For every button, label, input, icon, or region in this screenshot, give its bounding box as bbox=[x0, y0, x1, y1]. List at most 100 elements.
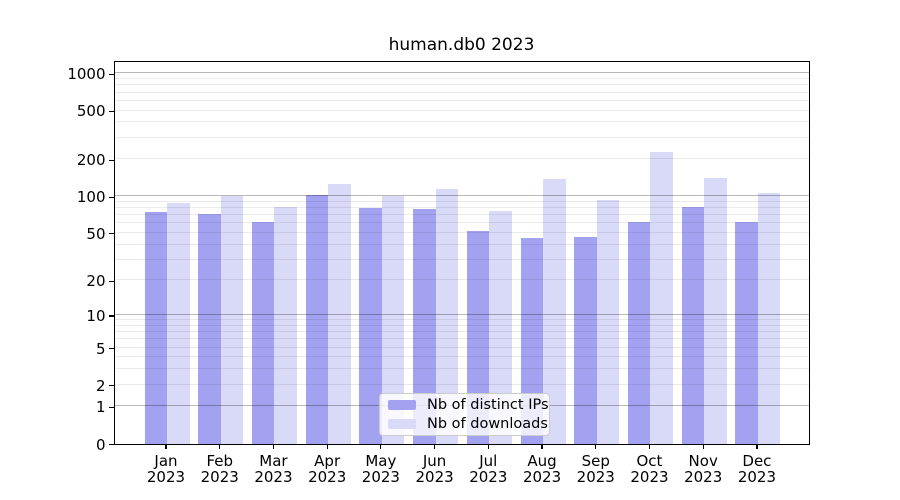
x-axis-tick bbox=[272, 444, 275, 449]
bar-apr-distinct-ips bbox=[305, 194, 329, 444]
minor-gridline bbox=[114, 368, 809, 370]
x-tick-label-month: Nov bbox=[688, 451, 718, 470]
y-axis-tick bbox=[109, 280, 114, 282]
x-tick-label-month: Dec bbox=[742, 451, 772, 470]
bar-mar-downloads bbox=[274, 206, 297, 444]
minor-gridline bbox=[114, 99, 809, 101]
major-gridline bbox=[114, 314, 809, 315]
x-axis-tick bbox=[165, 444, 167, 449]
legend-label-distinct-ips: Nb of distinct IPs bbox=[427, 396, 549, 413]
x-tick-label-year: 2023 bbox=[415, 468, 454, 486]
y-tick-label: 10 bbox=[86, 307, 106, 326]
y-axis-tick bbox=[109, 196, 114, 198]
bar-jun-downloads bbox=[435, 188, 459, 444]
x-tick-label-year: 2023 bbox=[254, 468, 293, 486]
x-tick-label-year: 2023 bbox=[737, 468, 776, 486]
bar-may-distinct-ips bbox=[359, 208, 382, 444]
bar-jan-downloads bbox=[167, 203, 190, 444]
bar-aug-distinct-ips bbox=[520, 238, 544, 444]
legend: Nb of distinct IPs Nb of downloads bbox=[379, 393, 550, 436]
minor-gridline bbox=[114, 346, 809, 348]
x-tick-label-year: 2023 bbox=[146, 468, 186, 486]
x-axis-tick bbox=[326, 444, 328, 449]
minor-gridline bbox=[114, 158, 809, 160]
x-tick-label: Apr 2023 bbox=[295, 452, 359, 486]
x-axis-tick bbox=[219, 444, 221, 449]
legend-entry-distinct-ips: Nb of distinct IPs bbox=[388, 397, 549, 413]
y-axis-tick bbox=[109, 233, 114, 235]
minor-gridline bbox=[114, 121, 809, 123]
bar-feb-downloads bbox=[220, 196, 244, 444]
x-tick-label-year: 2023 bbox=[576, 468, 615, 486]
y-axis-tick bbox=[109, 443, 114, 446]
chart-title: human.db0 2023 bbox=[388, 35, 535, 55]
y-axis-tick bbox=[109, 159, 114, 161]
minor-gridline bbox=[114, 78, 809, 79]
y-tick-label: 50 bbox=[86, 224, 106, 243]
y-tick-label: 500 bbox=[76, 102, 106, 121]
y-axis-tick bbox=[109, 315, 114, 317]
y-tick-label: 0 bbox=[95, 435, 106, 454]
x-tick-label: Dec 2023 bbox=[725, 451, 789, 486]
minor-gridline bbox=[114, 84, 809, 86]
x-tick-label-year: 2023 bbox=[469, 468, 508, 486]
legend-entry-downloads: Nb of downloads bbox=[388, 416, 548, 432]
minor-gridline bbox=[114, 356, 809, 358]
x-tick-label-month: May bbox=[365, 451, 397, 470]
minor-gridline bbox=[114, 243, 809, 245]
major-gridline bbox=[114, 72, 809, 74]
minor-gridline bbox=[114, 324, 809, 326]
x-tick-label: Feb 2023 bbox=[188, 452, 252, 486]
y-tick-label: 5 bbox=[95, 339, 106, 358]
minor-gridline bbox=[114, 231, 809, 233]
x-tick-label-year: 2023 bbox=[684, 468, 723, 486]
x-tick-label: Sep 2023 bbox=[564, 452, 628, 486]
minor-gridline bbox=[114, 258, 809, 260]
x-tick-label-year: 2023 bbox=[361, 468, 400, 486]
bar-aug-downloads bbox=[543, 179, 566, 444]
minor-gridline bbox=[114, 200, 809, 202]
bar-may-downloads bbox=[381, 195, 405, 444]
minor-gridline bbox=[114, 331, 809, 333]
y-axis-tick bbox=[109, 73, 114, 75]
bar-oct-downloads bbox=[650, 151, 673, 444]
x-axis-tick bbox=[487, 444, 489, 449]
x-tick-label: Jan 2023 bbox=[134, 451, 198, 486]
bar-nov-distinct-ips bbox=[681, 207, 705, 444]
y-tick-label: 100 bbox=[76, 188, 106, 207]
y-tick-label: 2 bbox=[95, 376, 106, 395]
y-axis-tick bbox=[109, 110, 114, 113]
major-gridline bbox=[114, 195, 809, 197]
y-axis-tick bbox=[109, 385, 114, 387]
x-tick-label: Jun 2023 bbox=[403, 451, 467, 486]
minor-gridline bbox=[114, 319, 809, 321]
x-tick-label: Mar 2023 bbox=[242, 452, 306, 486]
bar-mar-distinct-ips bbox=[251, 221, 275, 444]
x-axis-tick bbox=[541, 444, 543, 449]
minor-gridline bbox=[114, 136, 809, 138]
bar-feb-distinct-ips bbox=[198, 213, 221, 444]
x-axis-tick bbox=[648, 444, 651, 449]
bar-dec-downloads bbox=[757, 192, 781, 444]
bar-jul-distinct-ips bbox=[466, 230, 490, 444]
x-tick-label-month: Jan bbox=[154, 451, 178, 470]
minor-gridline bbox=[114, 279, 809, 281]
y-tick-label: 20 bbox=[86, 272, 106, 291]
minor-gridline bbox=[114, 207, 809, 209]
y-tick-label: 200 bbox=[76, 151, 106, 170]
bar-sep-downloads bbox=[596, 200, 620, 444]
y-axis-tick bbox=[109, 347, 114, 350]
x-axis-tick bbox=[434, 444, 436, 449]
minor-gridline bbox=[114, 214, 809, 216]
legend-swatch-downloads bbox=[388, 419, 416, 429]
minor-gridline bbox=[114, 109, 809, 111]
minor-gridline bbox=[114, 222, 809, 224]
x-axis-tick bbox=[756, 444, 758, 449]
minor-gridline bbox=[114, 91, 809, 93]
x-tick-label: Aug 2023 bbox=[510, 451, 574, 486]
x-axis-tick bbox=[595, 444, 597, 449]
bar-dec-distinct-ips bbox=[735, 221, 758, 444]
x-tick-label-month: Jun bbox=[422, 451, 447, 470]
x-tick-label-month: Aug bbox=[527, 451, 557, 470]
